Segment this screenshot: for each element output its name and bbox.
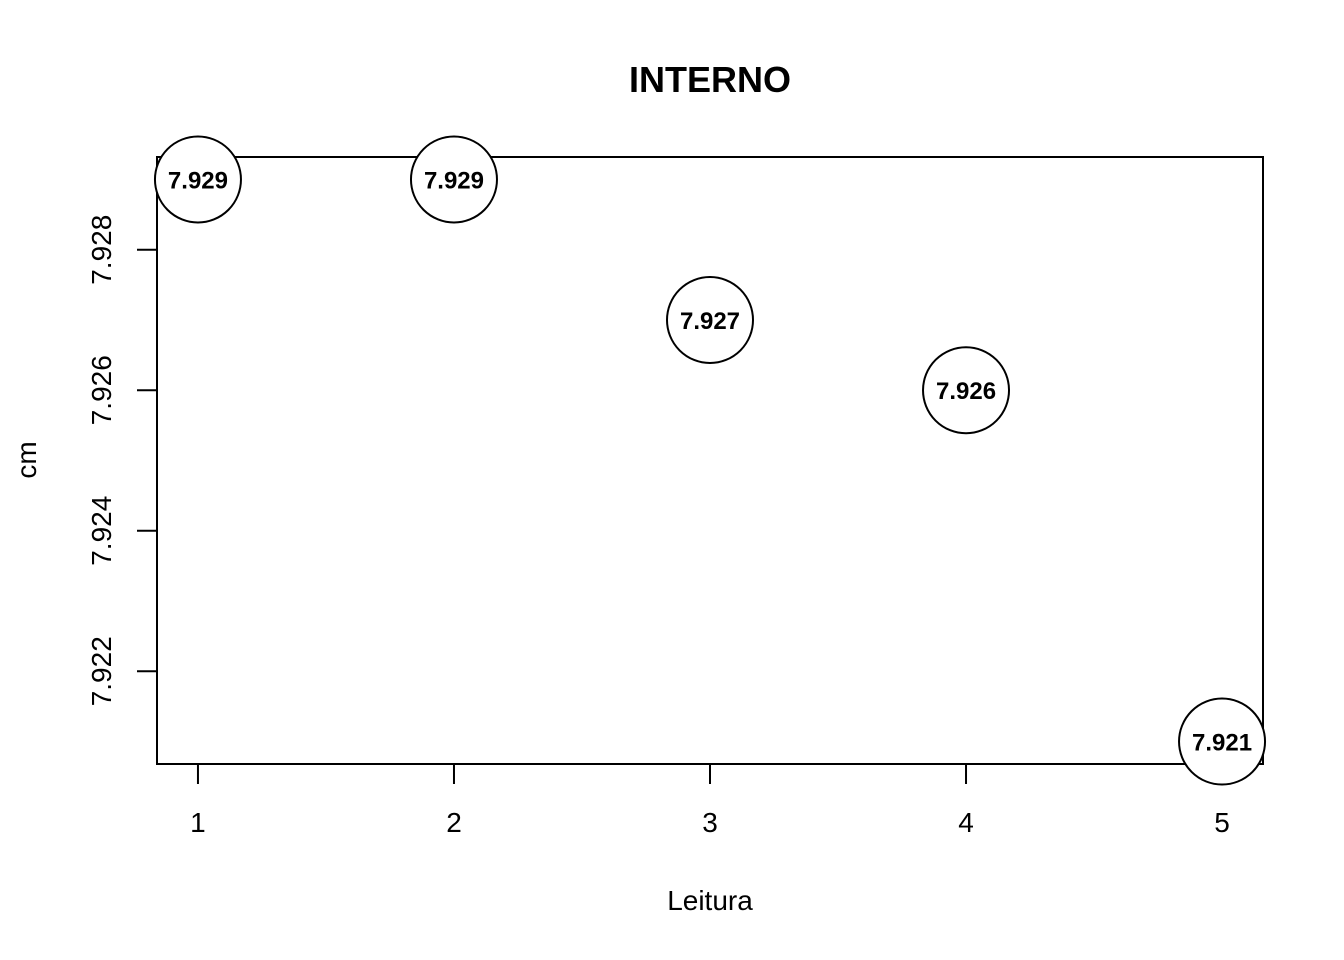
data-point-marker xyxy=(922,346,1011,435)
data-point-marker xyxy=(153,135,242,224)
y-axis-label: cm xyxy=(11,441,42,478)
data-point-label: 7.929 xyxy=(168,167,228,194)
x-tick-label: 5 xyxy=(1214,807,1230,838)
x-tick-label: 1 xyxy=(190,807,206,838)
data-point-label: 7.929 xyxy=(424,167,484,194)
data-point-marker xyxy=(666,275,754,364)
data-point-marker xyxy=(1178,697,1267,786)
data-point-label: 7.921 xyxy=(1192,730,1252,757)
y-tick-label: 7.922 xyxy=(86,636,117,706)
x-tick-label: 2 xyxy=(446,807,462,838)
data-point-label: 7.927 xyxy=(680,308,740,335)
data-point-marker xyxy=(409,135,498,224)
data-point-label: 7.926 xyxy=(936,378,996,405)
chart-title: INTERNO xyxy=(629,59,791,100)
x-tick-label: 3 xyxy=(702,807,718,838)
x-axis: 1 2 3 4 5 xyxy=(190,763,1230,838)
y-tick-label: 7.924 xyxy=(86,496,117,566)
y-tick-label: 7.926 xyxy=(86,355,117,425)
y-tick-label: 7.928 xyxy=(86,215,117,285)
x-tick-label: 4 xyxy=(958,807,974,838)
y-axis: 7.922 7.924 7.926 7.928 xyxy=(86,215,158,706)
x-axis-label: Leitura xyxy=(667,885,753,916)
data-points: 7.929 7.929 7.927 7.926 7.921 xyxy=(153,135,1267,786)
